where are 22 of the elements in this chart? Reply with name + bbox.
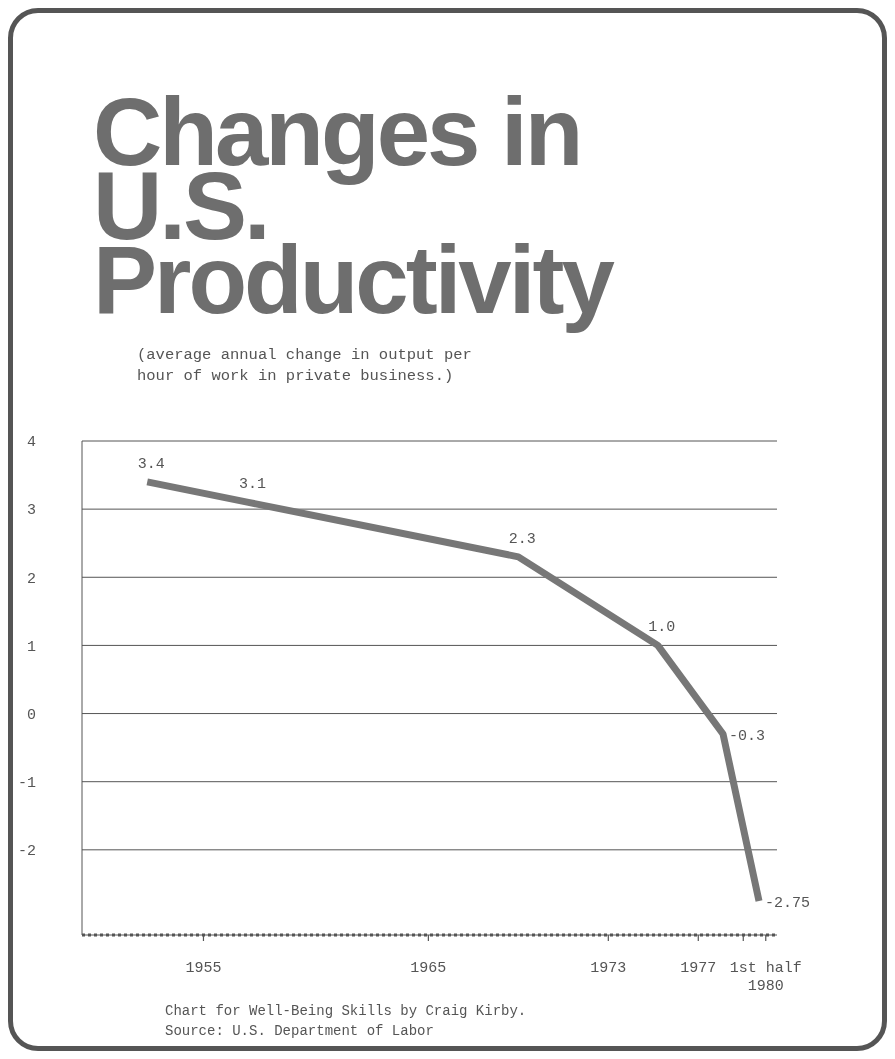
x-tick-label: 1st half 1980	[729, 960, 802, 995]
x-tick-label: 1977	[680, 960, 717, 977]
data-label: -2.75	[765, 894, 811, 912]
y-tick-label: 2	[26, 570, 36, 588]
data-label: 3.4	[137, 455, 165, 473]
chart-subtitle: (average annual change in output per hour of work in private business.)	[137, 345, 473, 387]
y-tick-label: 0	[26, 706, 36, 724]
text: Chart for Well-Being Skills by Craig Kirby.	[165, 1002, 527, 1021]
y-tick-label: 3	[26, 502, 36, 520]
data-label: 2.3	[508, 530, 536, 548]
chart-title: Changes in U.S. Productivity	[93, 78, 613, 333]
data-label: 1.0	[648, 619, 676, 637]
x-tick-label: 1965	[410, 960, 447, 977]
y-tick-label: 4	[26, 434, 36, 452]
y-tick-label: -2	[17, 843, 36, 861]
source-note: Source: U.S. Department of Labor	[165, 1022, 435, 1041]
x-tick-label: 1973	[590, 960, 627, 977]
y-tick-label: 1	[26, 638, 36, 656]
data-label: -0.3	[729, 727, 766, 745]
x-tick-label: 1955	[185, 960, 222, 977]
y-tick-label: -1	[17, 775, 36, 793]
data-label: 3.1	[238, 476, 266, 494]
